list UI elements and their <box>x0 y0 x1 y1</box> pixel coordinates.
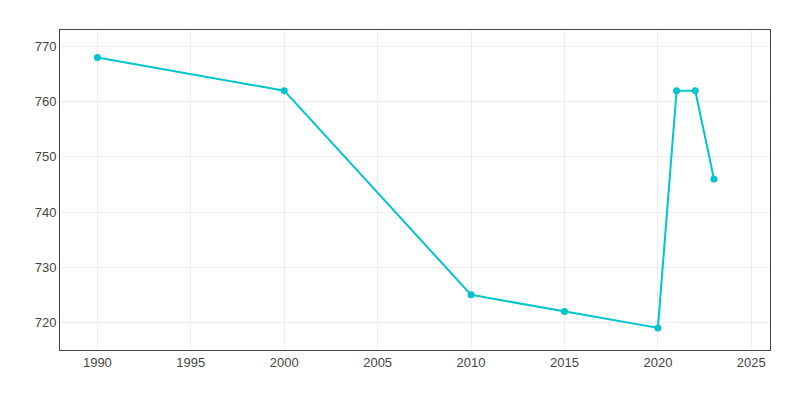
svg-text:730: 730 <box>35 260 57 275</box>
svg-text:2025: 2025 <box>737 355 766 370</box>
svg-text:1990: 1990 <box>83 355 112 370</box>
svg-text:1995: 1995 <box>176 355 205 370</box>
svg-text:770: 770 <box>35 39 57 54</box>
svg-text:2015: 2015 <box>550 355 579 370</box>
svg-text:720: 720 <box>35 315 57 330</box>
svg-text:2010: 2010 <box>457 355 486 370</box>
svg-text:740: 740 <box>35 205 57 220</box>
svg-text:750: 750 <box>35 149 57 164</box>
svg-text:2020: 2020 <box>643 355 672 370</box>
svg-text:760: 760 <box>35 94 57 109</box>
svg-text:2000: 2000 <box>270 355 299 370</box>
svg-text:2005: 2005 <box>363 355 392 370</box>
